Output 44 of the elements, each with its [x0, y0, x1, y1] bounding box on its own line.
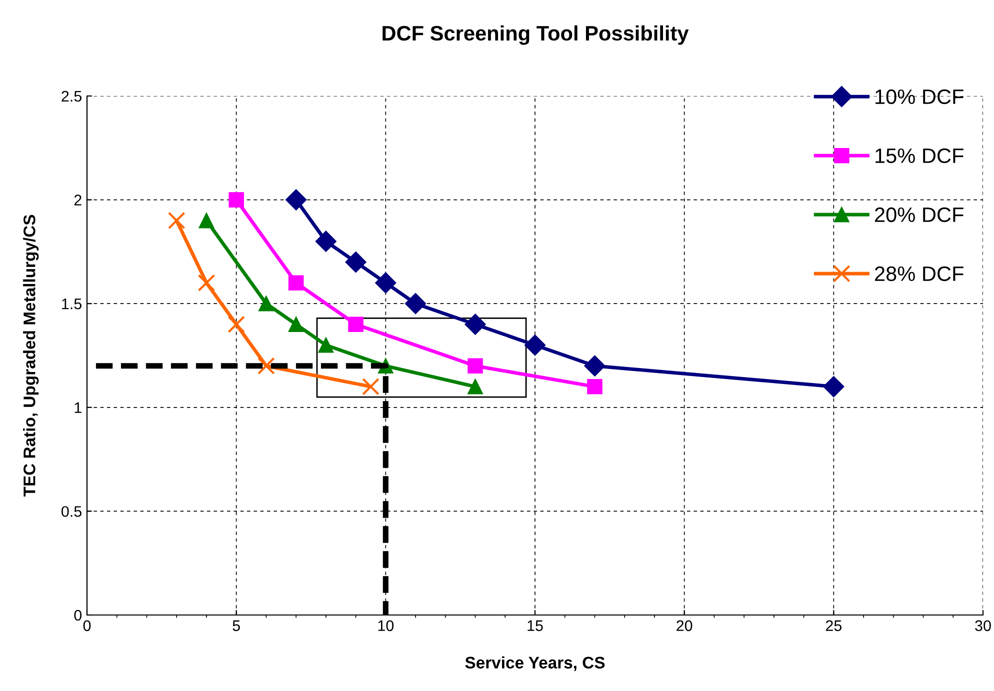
- point: [823, 376, 844, 398]
- point: [345, 252, 366, 273]
- point: [198, 274, 216, 292]
- point: [348, 316, 364, 332]
- x-tick-label: 10: [378, 620, 394, 632]
- x-tick-label: 20: [676, 620, 692, 632]
- point: [258, 357, 275, 375]
- y-tick-label: 0.5: [62, 506, 82, 517]
- point: [288, 275, 304, 290]
- chart-title: DCF Screening Tool Possibility: [382, 25, 689, 45]
- x-tick-label: 15: [528, 620, 543, 632]
- y-tick-label: 1.5: [62, 298, 82, 310]
- x-tick-label: 25: [826, 620, 842, 632]
- y-axis-title: TEC Ratio, Upgraded Metallurgy/CS: [23, 214, 39, 497]
- point: [464, 314, 486, 335]
- point: [258, 296, 274, 312]
- point: [198, 212, 214, 228]
- legend-label: 15% DCF: [876, 148, 964, 164]
- point: [584, 355, 606, 376]
- point: [405, 293, 426, 314]
- point: [228, 316, 246, 334]
- x-tick-label: 0: [83, 620, 91, 632]
- legend-label: 28% DCF: [875, 266, 964, 282]
- point: [318, 337, 334, 353]
- point: [375, 272, 396, 294]
- point: [228, 192, 244, 208]
- x-axis-title: Service Years, CS: [465, 656, 605, 671]
- legend-label: 10% DCF: [876, 89, 964, 104]
- point: [168, 212, 186, 230]
- y-tick-label: 1: [74, 402, 82, 413]
- x-tick-label: 5: [232, 620, 240, 632]
- point: [524, 334, 546, 356]
- point: [362, 378, 380, 396]
- point: [288, 316, 304, 332]
- point: [315, 230, 336, 252]
- y-tick-label: 0: [74, 610, 82, 621]
- point: [286, 189, 307, 210]
- point: [468, 358, 483, 374]
- x-tick-label: 30: [975, 620, 991, 632]
- y-tick-label: 2.5: [62, 90, 82, 102]
- legend-label: 20% DCF: [875, 207, 964, 222]
- point: [468, 379, 483, 394]
- point: [587, 379, 602, 394]
- y-tick-label: 2: [74, 194, 82, 206]
